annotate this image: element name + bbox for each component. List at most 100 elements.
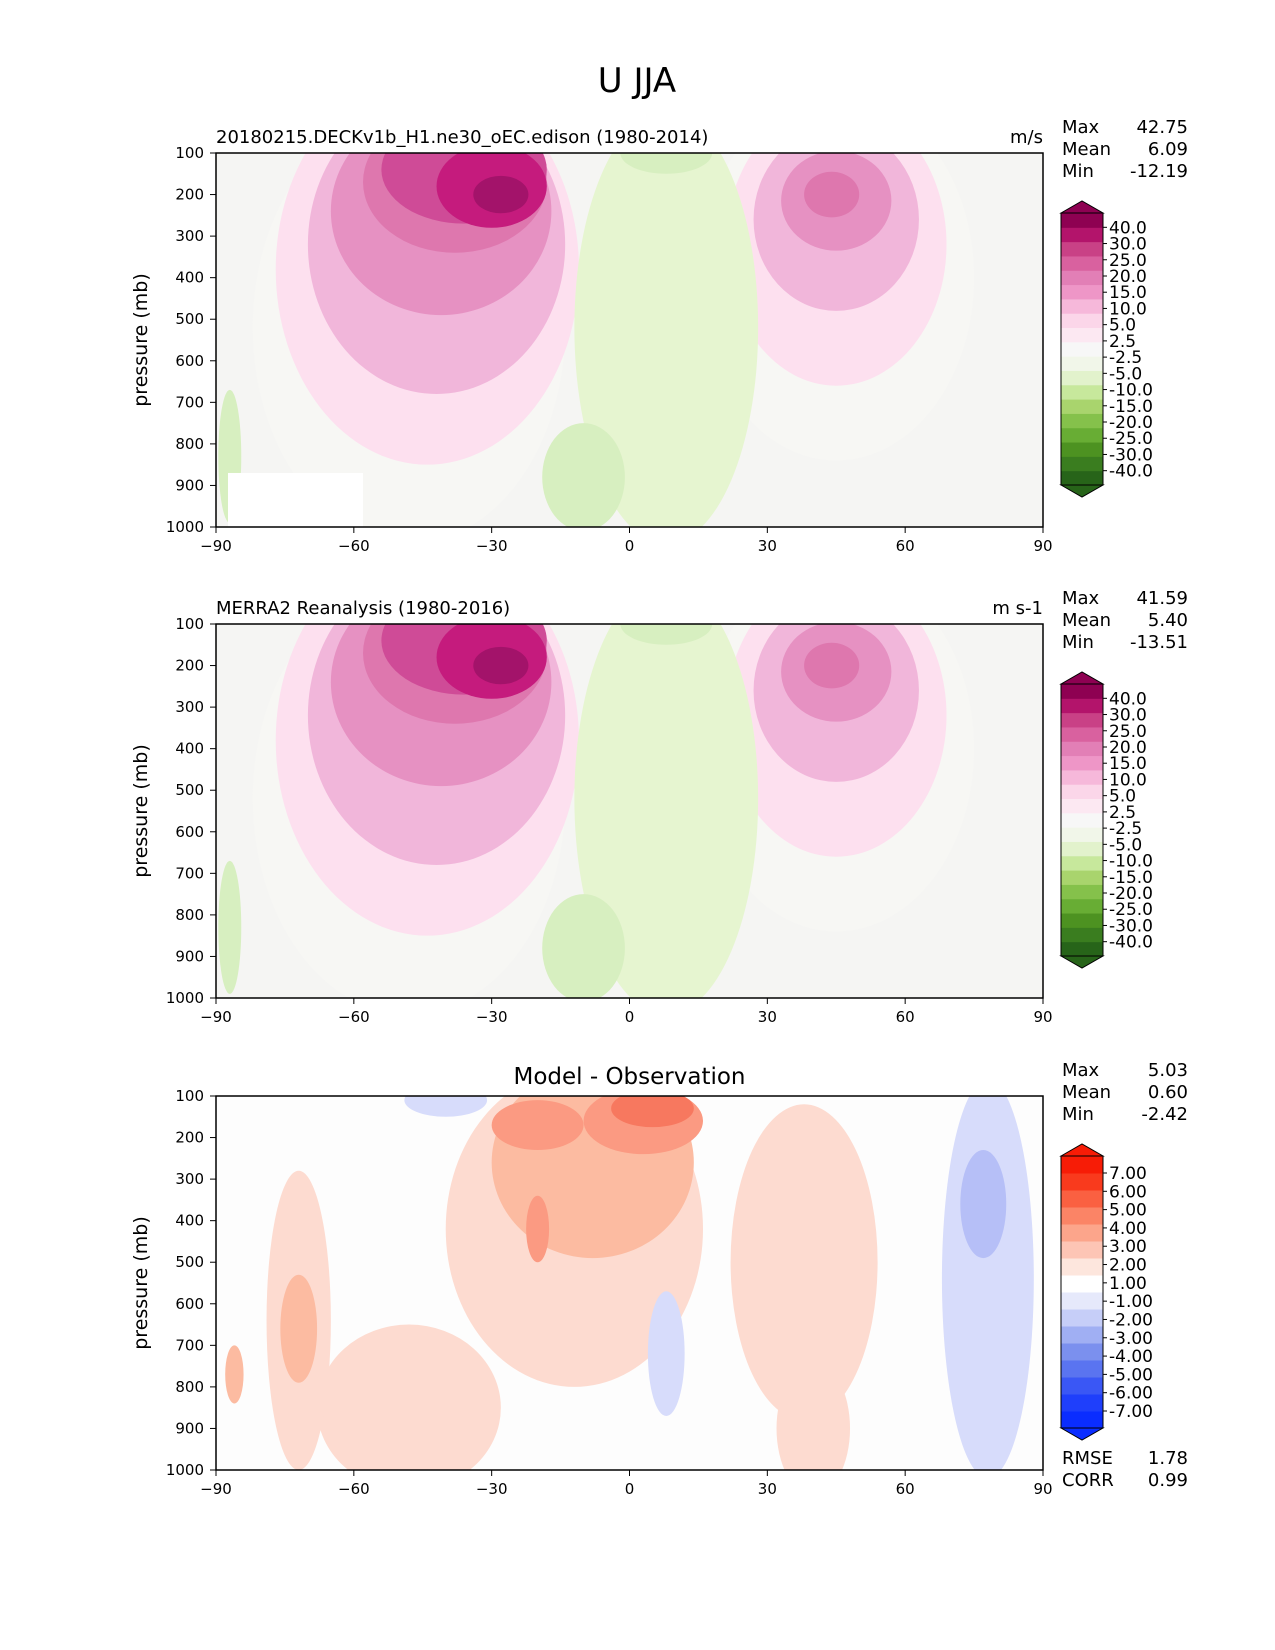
colorbar: 7.006.005.004.003.002.001.00-1.00-2.00-3…	[1059, 1143, 1153, 1441]
colorbar-swatch	[1061, 1190, 1103, 1208]
x-tick-label: −60	[338, 1008, 370, 1026]
colorbar-swatch	[1061, 755, 1103, 771]
colorbar-extend-top	[1059, 671, 1105, 685]
colorbar-tick-label: -15.0	[1109, 397, 1153, 417]
contour-region	[620, 624, 713, 645]
stat-label: Max	[1062, 1060, 1100, 1081]
colorbar-extend-top	[1059, 200, 1105, 214]
contour-region	[804, 171, 860, 218]
stat-label: CORR	[1062, 1470, 1114, 1491]
colorbar-tick-label: 25.0	[1109, 251, 1147, 271]
colorbar-tick-label: -3.00	[1109, 1329, 1153, 1349]
colorbar-tick-label: 2.5	[1109, 803, 1136, 823]
colorbar-swatch	[1061, 1224, 1103, 1242]
y-axis-label: pressure (mb)	[130, 744, 152, 878]
y-tick-label: 600	[175, 823, 204, 841]
stat-value: 5.40	[1148, 610, 1188, 631]
y-tick-label: 1000	[166, 518, 204, 536]
colorbar-swatch	[1061, 470, 1103, 486]
y-tick-label: 300	[175, 698, 204, 716]
contour-region	[941, 1096, 1034, 1470]
y-tick-label: 600	[175, 352, 204, 370]
colorbar-swatch	[1061, 442, 1103, 457]
x-tick-label: 90	[1033, 1008, 1052, 1026]
colorbar-tick-label: 10.0	[1109, 770, 1147, 790]
colorbar-swatch	[1061, 270, 1103, 286]
colorbar-tick-label: -30.0	[1109, 916, 1153, 936]
x-tick-label: 30	[758, 1480, 777, 1498]
colorbar-tick-label: -4.00	[1109, 1347, 1153, 1367]
x-tick-label: 90	[1033, 537, 1052, 555]
x-tick-label: −90	[200, 1480, 232, 1498]
x-tick-label: −30	[476, 537, 508, 555]
contour-region	[404, 1096, 488, 1117]
contour-region	[647, 1291, 685, 1416]
colorbar-swatch	[1061, 1394, 1103, 1412]
colorbar-swatch	[1061, 1156, 1103, 1174]
colorbar-tick-label: -10.0	[1109, 381, 1153, 401]
colorbar-frame	[1060, 1155, 1104, 1429]
x-tick-label: 60	[896, 537, 915, 555]
contour-field	[216, 624, 1043, 998]
panel-difference: −90 −60 −30 0 30 60 90 100 200 300 400 500 600 700 800…	[130, 1060, 1188, 1498]
colorbar-swatch	[1061, 870, 1103, 885]
y-tick-label: 600	[175, 1295, 204, 1313]
y-tick-label: 700	[175, 864, 204, 882]
stat-label: Mean	[1062, 1082, 1111, 1103]
colorbar-tick-label: 20.0	[1109, 738, 1147, 758]
colorbar-swatch	[1061, 284, 1103, 300]
y-tick-label: 200	[175, 1129, 204, 1147]
colorbar-tick-label: -2.5	[1109, 819, 1142, 839]
colorbar-swatch	[1061, 684, 1103, 699]
y-tick-label: 1000	[166, 989, 204, 1007]
colorbar-tick-label: 2.5	[1109, 332, 1136, 352]
colorbar-swatch	[1061, 384, 1103, 400]
contour-region	[317, 1324, 501, 1470]
colorbar-tick-label: -2.5	[1109, 348, 1142, 368]
x-tick-label: 0	[625, 1008, 635, 1026]
colorbar-swatch	[1061, 698, 1103, 714]
y-tick-label: 200	[175, 657, 204, 675]
colorbar-tick-label: -15.0	[1109, 868, 1153, 888]
colorbar-swatch	[1061, 427, 1103, 443]
colorbar-extend-bottom	[1059, 484, 1105, 498]
colorbar-tick-label: -25.0	[1109, 429, 1153, 449]
x-tick-label: −60	[338, 537, 370, 555]
colorbar-tick-label: -5.0	[1109, 364, 1142, 384]
colorbar-swatch	[1061, 341, 1103, 357]
colorbar-swatch	[1061, 913, 1103, 928]
colorbar: 40.030.025.020.015.010.05.02.5-2.5-5.0-1…	[1059, 200, 1153, 498]
panel-reference: −90 −60 −30 0 30 60 90 100 200 300 400 500 600 700 800…	[130, 588, 1188, 1026]
y-tick-label: 500	[175, 1253, 204, 1271]
contour-region	[960, 1150, 1007, 1259]
stat-value: -2.42	[1141, 1104, 1188, 1125]
colorbar-swatch	[1061, 1258, 1103, 1276]
colorbar-swatch	[1061, 1275, 1103, 1293]
stat-label: Min	[1062, 1104, 1094, 1125]
contour-region	[280, 1274, 318, 1383]
colorbar-tick-label: 6.00	[1109, 1182, 1147, 1202]
stat-value: 6.09	[1148, 139, 1188, 160]
colorbar-swatch	[1061, 812, 1103, 828]
x-tick-label: −30	[476, 1008, 508, 1026]
colorbar-tick-label: -40.0	[1109, 933, 1153, 953]
contour-region	[611, 1096, 694, 1128]
y-axis-label: pressure (mb)	[130, 273, 152, 407]
colorbar-swatch	[1061, 784, 1103, 800]
colorbar-swatch	[1061, 456, 1103, 472]
colorbar-swatch	[1061, 1377, 1103, 1395]
colorbar-swatch	[1061, 712, 1103, 728]
stat-value: 1.78	[1148, 1448, 1188, 1469]
colorbar-swatch	[1061, 399, 1103, 414]
colorbar-tick-label: -2.00	[1109, 1310, 1153, 1330]
colorbar-swatch	[1061, 1207, 1103, 1225]
colorbar-tick-label: -7.00	[1109, 1402, 1153, 1422]
x-tick-label: 60	[896, 1480, 915, 1498]
x-tick-label: 60	[896, 1008, 915, 1026]
contour-region	[730, 1104, 878, 1421]
colorbar-tick-label: -10.0	[1109, 852, 1153, 872]
contour-region	[776, 1361, 851, 1470]
colorbar-swatch	[1061, 841, 1103, 857]
contour-region	[473, 175, 529, 214]
